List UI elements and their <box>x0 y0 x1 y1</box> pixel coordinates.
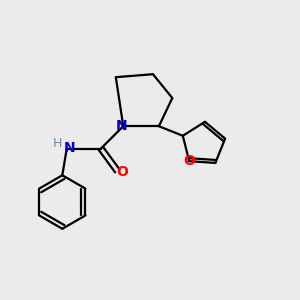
Text: O: O <box>183 154 195 168</box>
Text: H: H <box>52 137 62 150</box>
Text: N: N <box>63 141 75 155</box>
Text: N: N <box>116 119 128 133</box>
Text: O: O <box>117 165 129 179</box>
